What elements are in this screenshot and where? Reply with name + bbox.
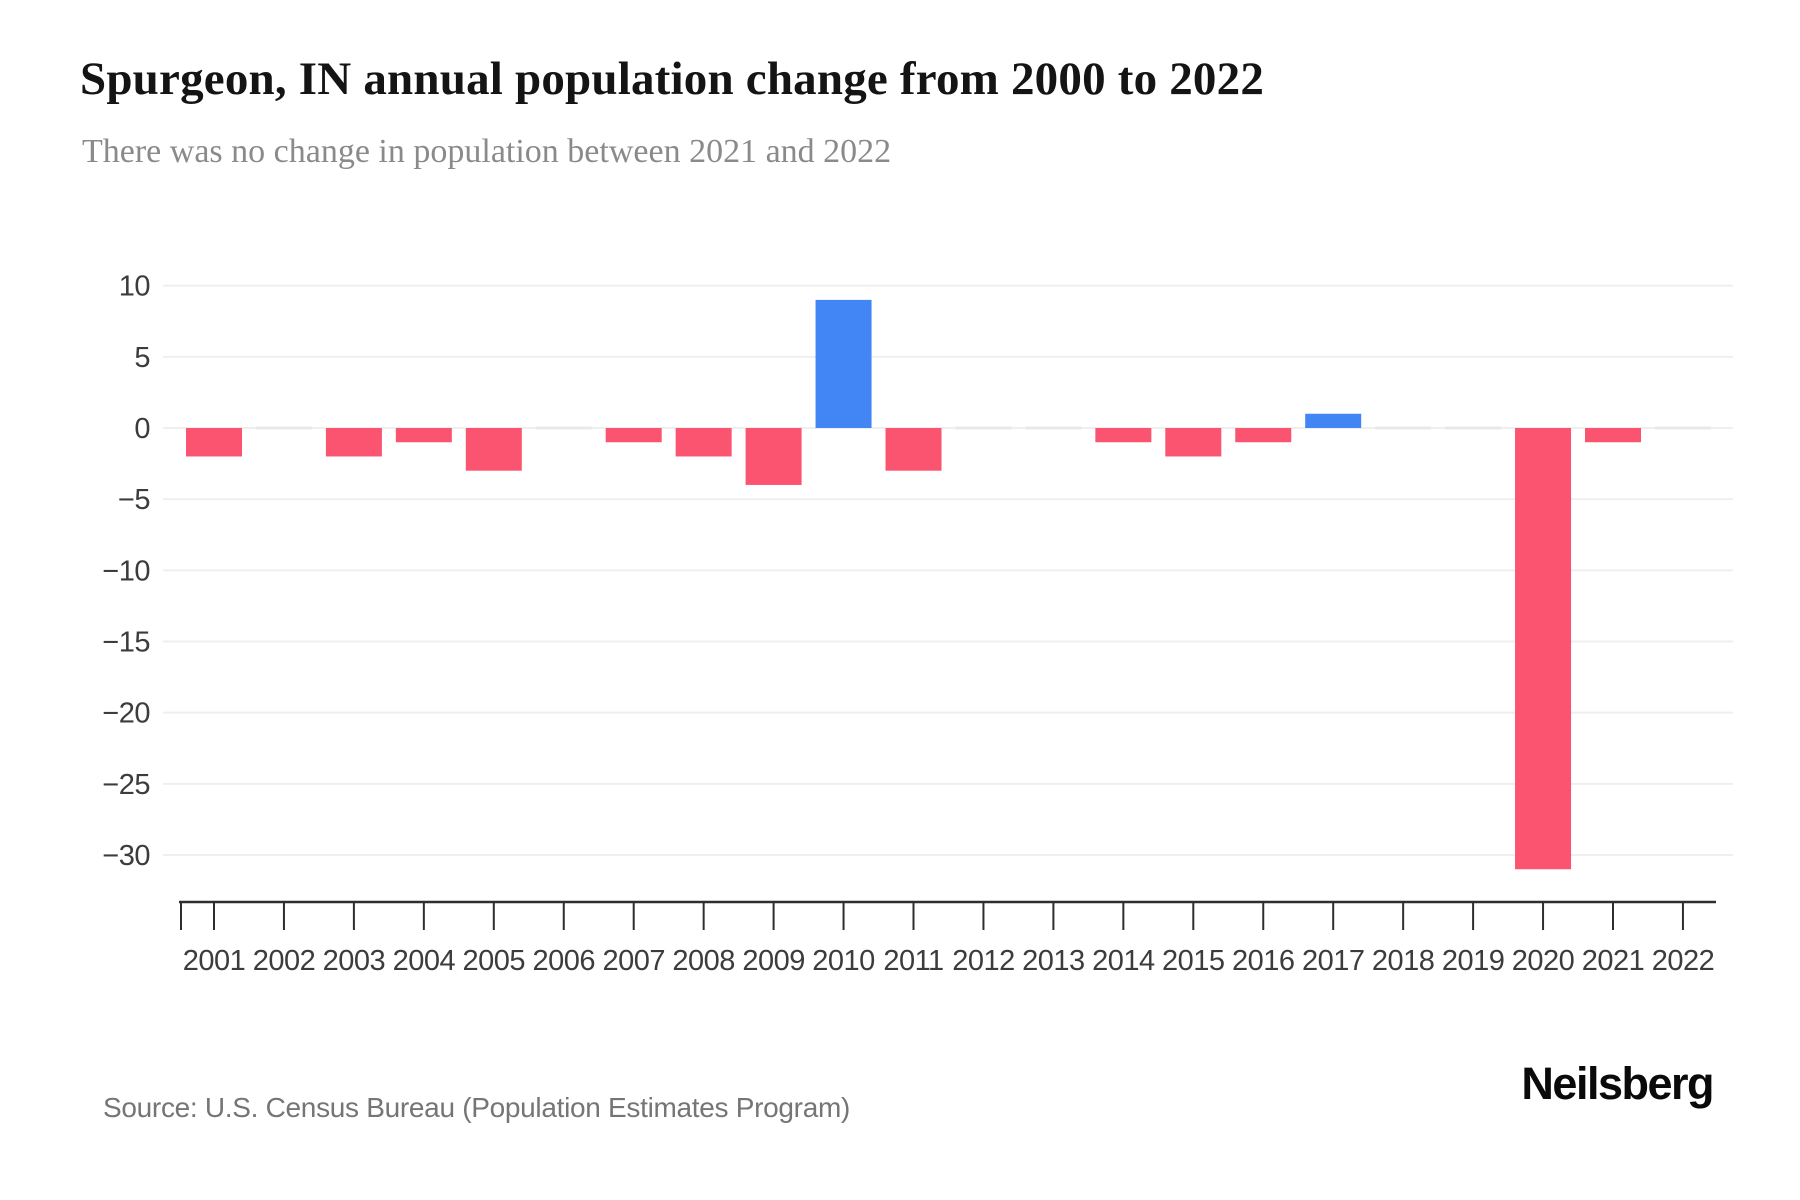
x-axis-label-2001: 2001 [183,945,246,977]
bar-2004[interactable] [395,428,452,443]
bar-2003[interactable] [325,428,382,457]
y-axis-label--15: −15 [102,626,150,658]
zero-bar-2022[interactable] [1654,426,1711,430]
x-axis-label-2018: 2018 [1372,945,1435,977]
zero-bar-2018[interactable] [1375,426,1432,430]
bar-2020[interactable] [1515,428,1572,870]
bar-2009[interactable] [745,428,802,485]
x-axis-label-2015: 2015 [1162,945,1225,977]
y-axis-label--30: −30 [102,840,150,872]
x-axis-label-2020: 2020 [1512,945,1575,977]
neilsberg-logo[interactable]: Neilsberg [1521,1058,1714,1109]
zero-bar-2019[interactable] [1445,426,1502,430]
x-axis-label-2008: 2008 [672,945,735,977]
y-axis-label--25: −25 [102,769,150,801]
x-axis-label-2022: 2022 [1652,945,1715,977]
x-axis-label-2013: 2013 [1022,945,1085,977]
bar-2011[interactable] [885,428,942,471]
bar-2010[interactable] [815,299,872,428]
bar-2017[interactable] [1305,413,1362,428]
chart-subtitle: There was no change in population betwee… [82,133,892,170]
zero-bar-2006[interactable] [535,426,592,430]
x-axis-label-2009: 2009 [742,945,805,977]
y-axis-label--20: −20 [102,698,150,730]
zero-bar-2012[interactable] [955,426,1012,430]
source-note: Source: U.S. Census Bureau (Population E… [103,1092,851,1123]
bar-2001[interactable] [186,428,242,457]
zero-bar-2013[interactable] [1025,426,1082,430]
bar-2014[interactable] [1095,428,1152,443]
bar-2021[interactable] [1585,428,1641,443]
x-axis-label-2005: 2005 [463,945,526,977]
bar-2015[interactable] [1165,428,1222,457]
x-axis-label-2017: 2017 [1302,945,1365,977]
x-axis-label-2002: 2002 [253,945,316,977]
x-axis-label-2011: 2011 [883,945,943,977]
zero-bar-2002[interactable] [255,426,312,430]
x-axis-label-2003: 2003 [323,945,386,977]
y-axis-label-0: 0 [134,413,150,445]
x-axis-label-2014: 2014 [1092,945,1155,977]
bar-2007[interactable] [605,428,662,443]
bar-2005[interactable] [465,428,522,471]
x-axis-label-2006: 2006 [532,945,595,977]
x-axis-label-2016: 2016 [1232,945,1295,977]
x-axis-label-2012: 2012 [952,945,1015,977]
bar-2016[interactable] [1235,428,1292,443]
y-axis-label-10: 10 [119,271,150,303]
y-axis-label-5: 5 [134,342,150,374]
x-axis-label-2010: 2010 [812,945,875,977]
x-axis-label-2007: 2007 [602,945,665,977]
y-axis-label--5: −5 [118,484,150,516]
y-axis-label--10: −10 [102,555,150,587]
chart-title: Spurgeon, IN annual population change fr… [80,53,1265,105]
x-axis-label-2021: 2021 [1582,945,1645,977]
x-axis-label-2004: 2004 [393,945,456,977]
bar-2008[interactable] [675,428,732,457]
x-axis-label-2019: 2019 [1442,945,1505,977]
